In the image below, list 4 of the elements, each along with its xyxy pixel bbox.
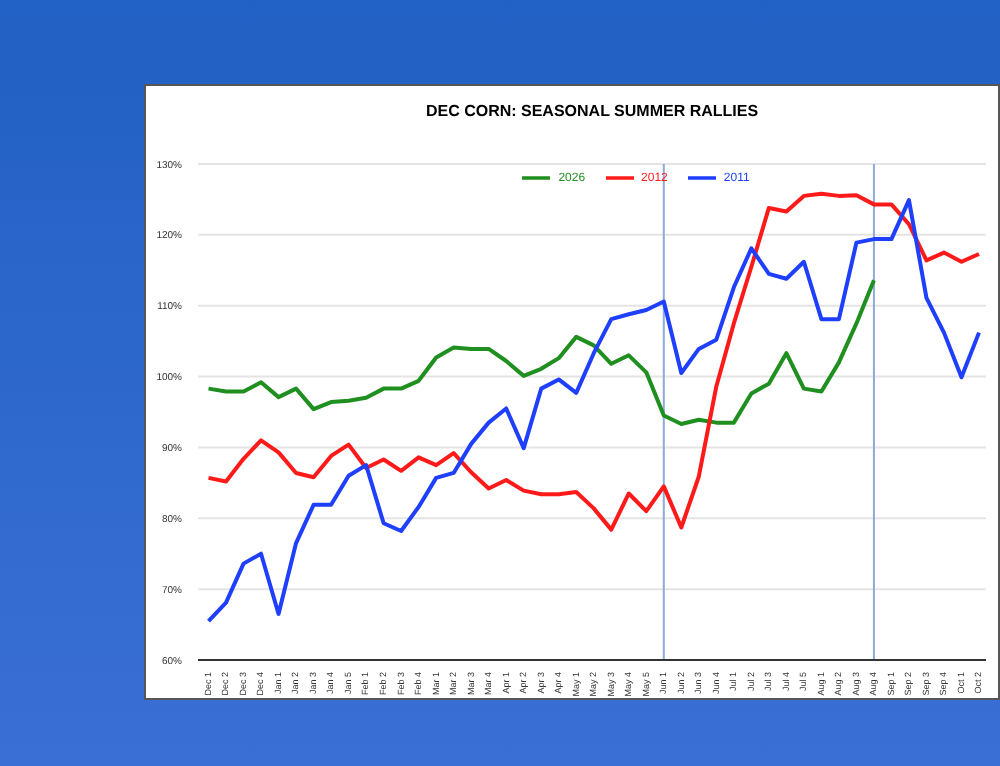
line-series [206, 278, 876, 427]
chart-title: DEC CORN: SEASONAL SUMMER RALLIES [423, 102, 761, 120]
line-series [206, 198, 981, 624]
line-series [206, 191, 981, 532]
